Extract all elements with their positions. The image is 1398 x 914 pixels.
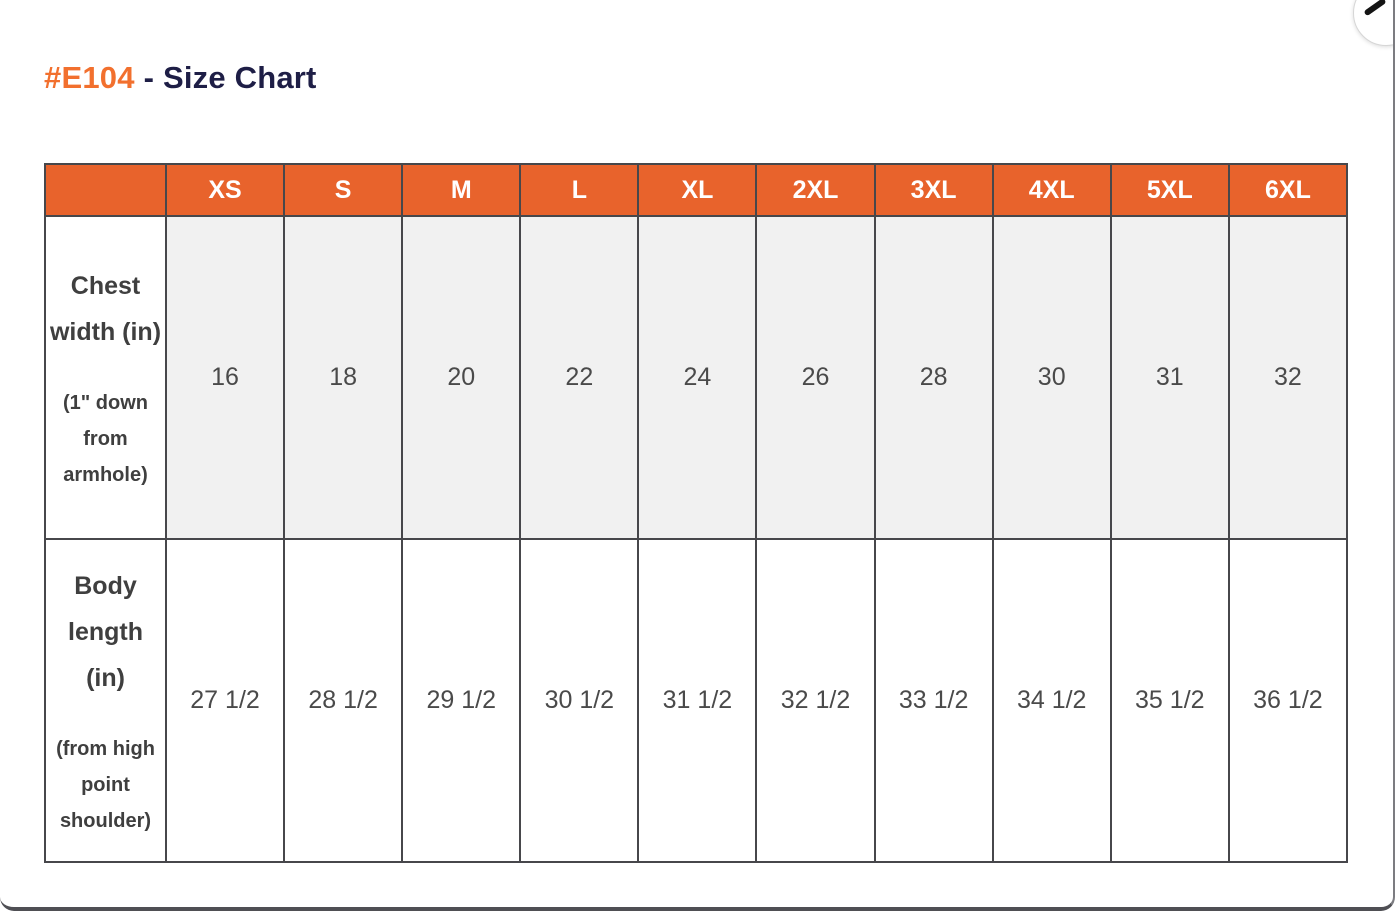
row-label-chest-width: Chest width (in) (1" down from armhole) <box>44 215 167 540</box>
body-length-value-l: 30 1/2 <box>519 538 640 863</box>
chest-width-value-6xl: 32 <box>1227 215 1349 540</box>
row-label-main: Chest width (in) <box>49 271 162 346</box>
size-column-header-6xl: 6XL <box>1227 163 1349 217</box>
chest-width-value-5xl: 31 <box>1109 215 1230 540</box>
table-row-body-length: Body length (in) (from high point should… <box>44 538 1349 863</box>
size-column-header-2xl: 2XL <box>755 163 876 217</box>
size-column-header-xs: XS <box>164 163 286 217</box>
chest-width-value-xl: 24 <box>637 215 758 540</box>
size-column-header-s: S <box>283 163 404 217</box>
body-length-value-s: 28 1/2 <box>283 538 404 863</box>
size-header-row: XS S M L XL 2XL 3XL 4XL 5XL 6XL <box>44 163 1349 217</box>
close-icon <box>1363 0 1387 17</box>
size-column-header-5xl: 5XL <box>1109 163 1230 217</box>
chest-width-value-s: 18 <box>283 215 404 540</box>
table-row-chest-width: Chest width (in) (1" down from armhole) … <box>44 215 1349 540</box>
row-label-note: (1" down from armhole) <box>62 391 149 486</box>
corner-cell <box>44 163 167 217</box>
close-button[interactable] <box>1353 0 1393 46</box>
size-chart-table: XS S M L XL 2XL 3XL 4XL 5XL 6XL Chest wi… <box>44 163 1349 863</box>
size-column-header-l: L <box>519 163 640 217</box>
body-length-value-5xl: 35 1/2 <box>1109 538 1230 863</box>
chest-width-value-2xl: 26 <box>755 215 876 540</box>
body-length-value-6xl: 36 1/2 <box>1227 538 1349 863</box>
chest-width-value-xs: 16 <box>164 215 286 540</box>
size-column-header-m: M <box>401 163 522 217</box>
row-label-note: (from high point shoulder) <box>56 737 155 832</box>
size-column-header-3xl: 3XL <box>873 163 994 217</box>
row-label-main: Body length (in) <box>68 571 143 692</box>
size-column-header-4xl: 4XL <box>991 163 1112 217</box>
body-length-value-xs: 27 1/2 <box>164 538 286 863</box>
chest-width-value-l: 22 <box>519 215 640 540</box>
page-title-text: - Size Chart <box>143 60 317 95</box>
body-length-value-2xl: 32 1/2 <box>755 538 876 863</box>
row-label-body-length: Body length (in) (from high point should… <box>44 538 167 863</box>
chest-width-value-3xl: 28 <box>873 215 994 540</box>
page-title: #E104- Size Chart <box>44 58 1393 98</box>
size-column-header-xl: XL <box>637 163 758 217</box>
body-length-value-xl: 31 1/2 <box>637 538 758 863</box>
chest-width-value-4xl: 30 <box>991 215 1112 540</box>
chest-width-value-m: 20 <box>401 215 522 540</box>
body-length-value-m: 29 1/2 <box>401 538 522 863</box>
product-code: #E104 <box>44 60 135 95</box>
body-length-value-3xl: 33 1/2 <box>873 538 994 863</box>
body-length-value-4xl: 34 1/2 <box>991 538 1112 863</box>
